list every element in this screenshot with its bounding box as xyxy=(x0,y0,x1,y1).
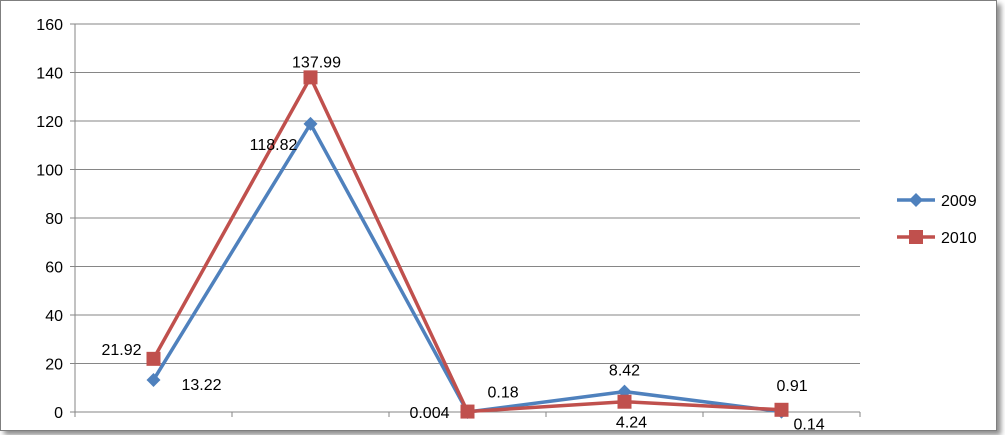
data-label-2010: 0.18 xyxy=(488,385,519,402)
y-tick-label: 120 xyxy=(36,114,63,131)
gridlines xyxy=(70,23,861,417)
y-tick-label: 40 xyxy=(45,308,63,325)
data-label-2010: 4.24 xyxy=(616,415,647,432)
data-point-2010 xyxy=(460,404,475,419)
y-tick-label: 80 xyxy=(45,211,63,228)
data-label-2009: 13.22 xyxy=(182,377,222,394)
y-tick-label: 160 xyxy=(36,17,63,34)
data-point-2010 xyxy=(303,70,318,85)
legend-marker-2009 xyxy=(909,193,923,207)
legend-label: 2009 xyxy=(941,193,977,210)
y-tick-label: 100 xyxy=(36,163,63,180)
data-label-2009: 118.82 xyxy=(250,137,298,154)
legend-item-2010: 2010 xyxy=(897,230,977,247)
legend-label: 2010 xyxy=(941,230,977,247)
series-layer xyxy=(146,70,789,419)
data-label-2010: 137.99 xyxy=(292,54,341,71)
y-tick-labels: 0 20 40 60 80 100 120 140 160 xyxy=(36,17,63,422)
y-tick-label: 20 xyxy=(45,357,63,374)
data-label-2010: 21.92 xyxy=(101,342,141,359)
data-label-2009: 0.14 xyxy=(794,417,825,434)
data-labels: 13.22 118.82 0.004 8.42 0.14 21.92 137.99 0.18 4… xyxy=(101,54,824,433)
legend: 2009 2010 xyxy=(897,193,977,247)
y-tick-label: 60 xyxy=(45,260,63,277)
series-2010 xyxy=(146,70,789,419)
data-point-2010 xyxy=(774,402,789,417)
legend-item-2009: 2009 xyxy=(897,193,977,210)
data-label-2009: 8.42 xyxy=(609,363,640,380)
series-line-2010 xyxy=(151,75,782,414)
series-2009 xyxy=(146,116,789,419)
legend-marker-2010 xyxy=(909,230,923,244)
y-tick-label: 0 xyxy=(54,405,63,422)
data-label-2009: 0.004 xyxy=(409,405,449,422)
data-label-2010: 0.91 xyxy=(777,378,808,395)
data-point-2009 xyxy=(146,372,161,387)
data-point-2010 xyxy=(617,394,632,409)
data-point-2010 xyxy=(146,351,161,366)
series-line-2009 xyxy=(152,122,782,414)
y-tick-label: 140 xyxy=(36,66,63,83)
data-point-2009 xyxy=(303,116,318,131)
